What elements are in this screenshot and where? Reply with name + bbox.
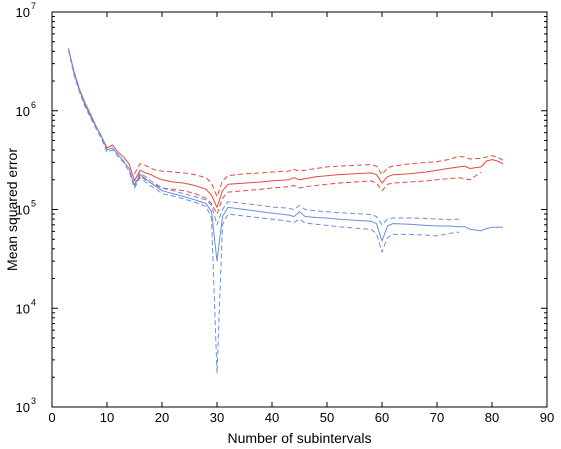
x-tick-label: 80 bbox=[485, 410, 499, 425]
y-tick-base: 10 bbox=[16, 203, 30, 218]
y-tick-label: 10 3 bbox=[16, 396, 36, 415]
y-tick-base: 10 bbox=[16, 400, 30, 415]
y-tick-exponent: 4 bbox=[31, 297, 36, 307]
y-tick-exponent: 6 bbox=[31, 100, 36, 110]
plot-frame bbox=[51, 11, 548, 408]
x-tick-label: 0 bbox=[48, 410, 55, 425]
series-line-1 bbox=[134, 155, 504, 198]
y-tick-base: 10 bbox=[16, 301, 30, 316]
x-tick-label: 40 bbox=[265, 410, 279, 425]
y-tick-label: 10 5 bbox=[16, 199, 36, 218]
x-tick-label: 10 bbox=[100, 410, 114, 425]
x-tick-label: 50 bbox=[320, 410, 334, 425]
y-tick-exponent: 7 bbox=[31, 1, 36, 11]
x-axis: 0 10 20 30 40 50 60 70 80 90 bbox=[48, 12, 554, 425]
y-tick-base: 10 bbox=[16, 5, 30, 20]
x-axis-label: Number of subintervals bbox=[228, 430, 372, 446]
y-tick-base: 10 bbox=[16, 104, 30, 119]
x-tick-label: 20 bbox=[155, 410, 169, 425]
x-tick-label: 90 bbox=[540, 410, 554, 425]
series-line-0 bbox=[68, 49, 504, 208]
series-line-4 bbox=[68, 50, 460, 374]
x-tick-label: 70 bbox=[430, 410, 444, 425]
y-tick-exponent: 5 bbox=[31, 199, 36, 209]
series-line-3 bbox=[68, 48, 503, 262]
y-axis-label: Mean squared error bbox=[4, 148, 20, 271]
y-tick-label: 10 7 bbox=[16, 1, 36, 20]
y-tick-label: 10 6 bbox=[16, 100, 36, 119]
x-tick-label: 30 bbox=[210, 410, 224, 425]
y-tick-exponent: 3 bbox=[31, 396, 36, 406]
series-layer bbox=[68, 48, 504, 374]
series-line-2 bbox=[134, 171, 482, 215]
y-tick-label: 10 4 bbox=[16, 297, 36, 316]
x-tick-label: 60 bbox=[375, 410, 389, 425]
